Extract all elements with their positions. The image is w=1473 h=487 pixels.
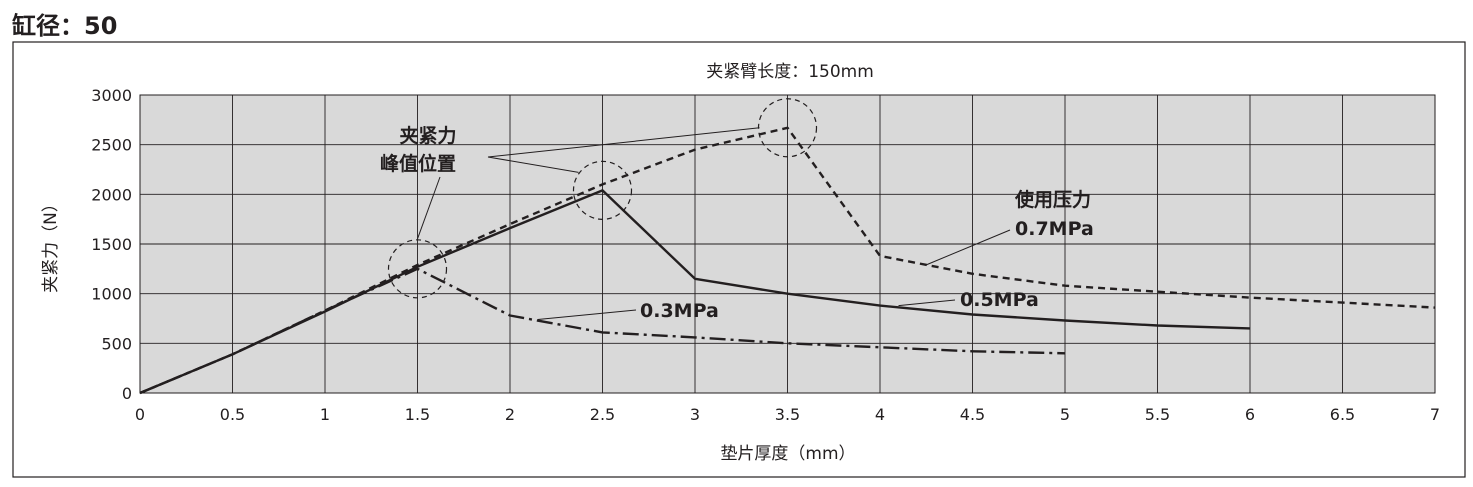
x-tick-4.5: 4.5 (960, 405, 985, 424)
x-tick-3.5: 3.5 (775, 405, 800, 424)
label-0.7MPa: 0.7MPa (1015, 218, 1094, 240)
x-tick-6: 6 (1245, 405, 1255, 424)
pressure-leader (926, 229, 1011, 266)
y-tick-500: 500 (101, 334, 132, 353)
label-0.5MPa: 0.5MPa (960, 289, 1039, 311)
x-tick-5.5: 5.5 (1145, 405, 1170, 424)
peak-label-line1: 夹紧力 (399, 124, 456, 147)
peak-leader-2 (487, 156, 579, 173)
x-tick-4: 4 (875, 405, 885, 424)
x-tick-1.5: 1.5 (405, 405, 430, 424)
x-axis-title: 垫片厚度（mm） (720, 444, 855, 464)
y-tick-3000: 3000 (91, 86, 132, 105)
peak-leader-3 (487, 127, 760, 158)
chart-frame (12, 41, 1466, 478)
chart-title: 夹紧臂长度：150mm (706, 62, 874, 82)
peak-marker-1 (387, 239, 448, 299)
y-tick-2500: 2500 (91, 136, 132, 155)
series-line-0.5MPa (139, 189, 1251, 395)
x-tick-6.5: 6.5 (1330, 405, 1355, 424)
peak-marker-2 (572, 160, 633, 220)
x-tick-5: 5 (1060, 405, 1070, 424)
y-tick-1000: 1000 (91, 285, 132, 304)
peak-label-line2: 峰值位置 (380, 152, 456, 175)
series-line-0.7MPa (139, 126, 1436, 395)
x-tick-3: 3 (690, 405, 700, 424)
x-tick-1: 1 (320, 405, 330, 424)
p03-leader (537, 309, 637, 320)
y-tick-0: 0 (122, 384, 132, 403)
peak-leader-1 (417, 176, 441, 240)
y-tick-2000: 2000 (91, 185, 132, 204)
x-tick-0: 0 (135, 405, 145, 424)
x-tick-0.5: 0.5 (220, 405, 245, 424)
label-0.3MPa: 0.3MPa (640, 300, 719, 322)
pressure-label: 使用压力 (1014, 188, 1091, 211)
y-tick-1500: 1500 (91, 235, 132, 254)
p05-leader (898, 299, 956, 307)
x-tick-7: 7 (1430, 405, 1440, 424)
x-tick-2.5: 2.5 (590, 405, 615, 424)
bore-size-heading: 缸径：50 (12, 12, 118, 40)
y-axis-title: 夹紧力（N） (41, 195, 61, 293)
x-tick-2: 2 (505, 405, 515, 424)
